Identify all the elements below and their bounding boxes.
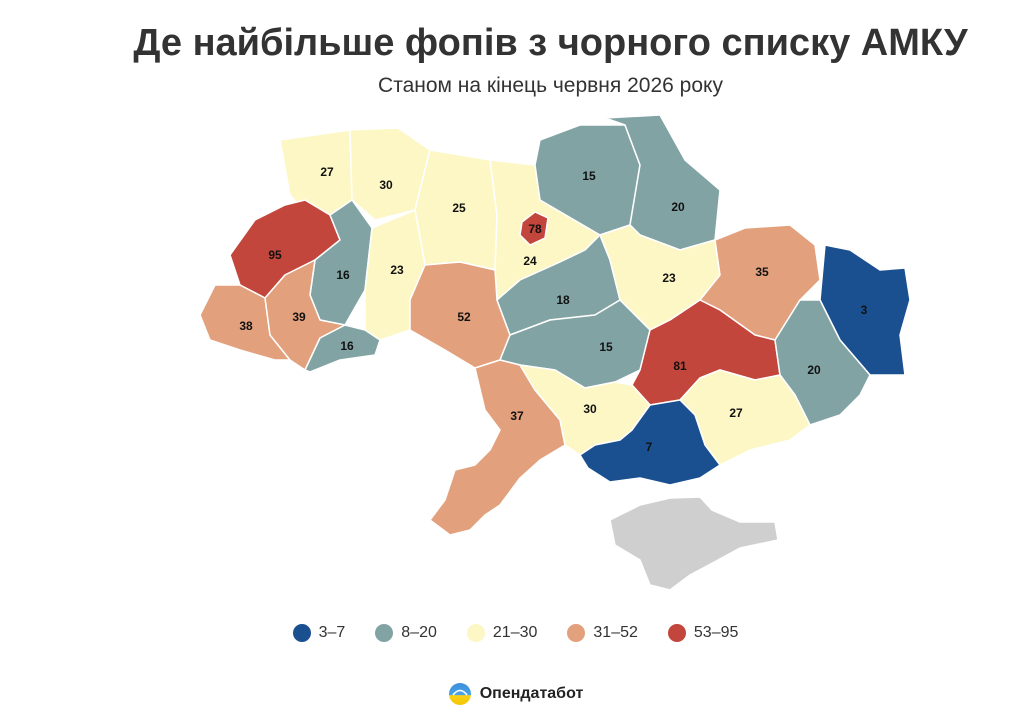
region-label-odesa: 37 (510, 409, 524, 423)
region-label-rivne: 30 (379, 178, 393, 192)
legend-label: 3–7 (318, 624, 346, 641)
legend-swatch (567, 624, 586, 642)
region-label-volyn: 27 (320, 165, 334, 179)
legend-label: 21–30 (492, 624, 538, 641)
legend-swatch (292, 624, 311, 642)
region-label-chernivtsi: 16 (340, 339, 354, 353)
region-volyn (279, 129, 353, 216)
region-chernivtsi (304, 324, 381, 373)
region-label-zhytomyr: 25 (452, 201, 466, 215)
legend-label: 31–52 (593, 624, 638, 641)
region-label-poltava: 23 (662, 271, 676, 285)
page-subtitle: Станом на кінець червня 2026 року (378, 74, 723, 97)
region-label-dnipro: 81 (673, 359, 687, 373)
region-label-kharkiv: 35 (755, 265, 769, 279)
region-label-chernihiv: 15 (582, 169, 596, 183)
legend-swatch (466, 624, 485, 642)
legend-item: 3–7 (292, 624, 346, 642)
legend-item: 8–20 (375, 624, 437, 642)
region-label-zakarpattia: 38 (239, 319, 253, 333)
region-label-sumy: 20 (671, 200, 685, 214)
region-label-ternopil: 16 (336, 268, 350, 282)
region-label-kirovohrad: 15 (599, 340, 613, 354)
region-kyiv-city (519, 211, 549, 246)
region-label-luhansk: 3 (861, 303, 868, 317)
region-label-mykolaiv: 30 (583, 402, 597, 416)
legend-label: 53–95 (693, 624, 739, 641)
legend-swatch (375, 624, 394, 642)
region-label-kherson: 7 (646, 440, 653, 454)
brand: Опендатабот (0, 682, 1031, 706)
legend-item: 53–95 (667, 624, 739, 642)
brand-name: Опендатабот (479, 685, 584, 702)
region-label-cherkasy: 18 (556, 293, 570, 307)
region-label-lviv: 95 (268, 248, 282, 262)
region-crimea (609, 496, 779, 591)
region-label-kyiv-oblast: 24 (523, 254, 537, 268)
region-label-kyiv-city: 78 (528, 222, 542, 236)
region-label-khmelnytskyi: 23 (390, 263, 404, 277)
legend-label: 8–20 (401, 624, 437, 641)
page-title: Де найбільше фопів з чорного списку АМКУ (133, 22, 968, 64)
region-label-zaporizhzhia: 27 (729, 406, 743, 420)
region-label-ivano-frankivsk: 39 (292, 310, 306, 324)
region-label-vinnytsia: 52 (457, 310, 471, 324)
opendatabot-logo-icon (448, 683, 471, 705)
legend-item: 21–30 (466, 624, 538, 642)
legend-item: 31–52 (567, 624, 638, 642)
legend-swatch (667, 624, 686, 642)
region-kherson (579, 399, 721, 486)
region-label-donetsk: 20 (807, 363, 821, 377)
legend: 3–7 8–20 21–30 31–52 53–95 (0, 624, 1031, 642)
